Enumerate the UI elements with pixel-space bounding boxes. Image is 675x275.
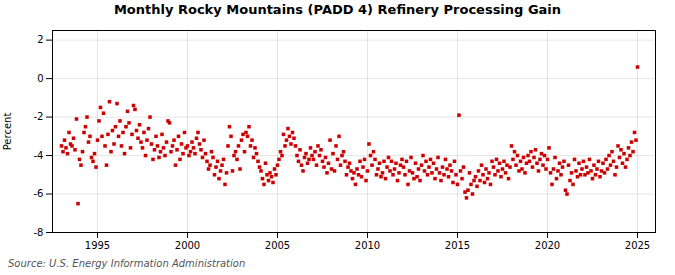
svg-text:-8: -8	[34, 227, 44, 238]
svg-text:-2: -2	[34, 111, 44, 122]
svg-text:2000: 2000	[175, 240, 200, 251]
svg-text:2025: 2025	[625, 240, 650, 251]
svg-text:-6: -6	[34, 188, 44, 199]
html-text:Monthly Rocky Mountains (PADD: Monthly Rocky Mountains (PADD 4) Refiner…	[113, 2, 562, 17]
svg-text:-4: -4	[34, 150, 44, 161]
svg-text:2010: 2010	[355, 240, 380, 251]
svg-text:1995: 1995	[85, 240, 110, 251]
svg-text:2: 2	[37, 34, 43, 45]
svg-text:Percent: Percent	[2, 113, 13, 151]
svg-text:0: 0	[37, 73, 43, 84]
svg-text:2005: 2005	[265, 240, 290, 251]
html-text:Source: U.S. Energy Informatio: Source: U.S. Energy Information Administ…	[8, 258, 246, 269]
svg-text:2015: 2015	[445, 240, 470, 251]
svg-text:2020: 2020	[535, 240, 560, 251]
